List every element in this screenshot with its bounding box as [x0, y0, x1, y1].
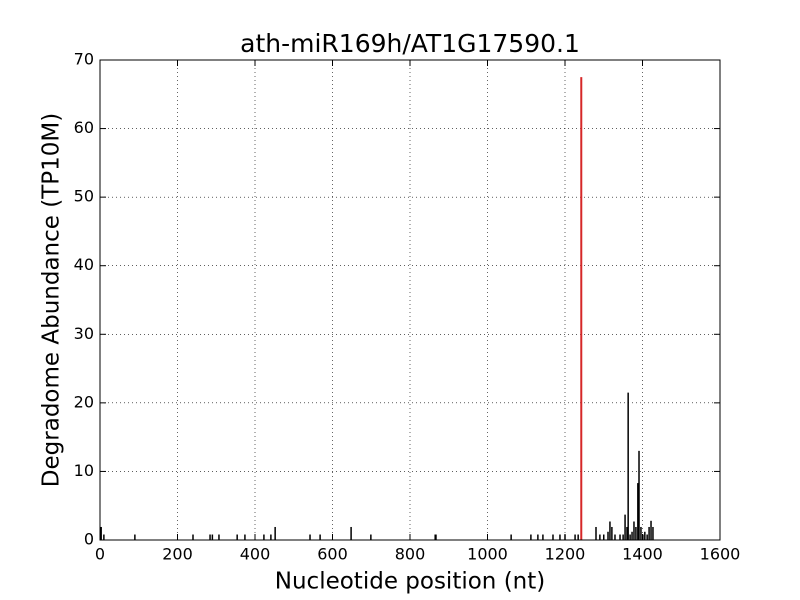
x-tick-label: 400 [240, 545, 271, 564]
x-tick-label: 0 [95, 545, 105, 564]
x-tick-label: 200 [162, 545, 193, 564]
x-tick-label: 800 [395, 545, 426, 564]
x-tick-label: 1000 [467, 545, 508, 564]
x-tick-label: 1600 [700, 545, 741, 564]
x-axis-label: Nucleotide position (nt) [275, 569, 545, 595]
y-tick-label: 50 [74, 187, 94, 206]
y-tick-label: 30 [74, 324, 94, 343]
x-tick-label: 600 [317, 545, 348, 564]
y-tick-label: 0 [84, 530, 94, 549]
y-tick-label: 20 [74, 392, 94, 411]
y-tick-label: 70 [74, 50, 94, 69]
y-tick-label: 10 [74, 461, 94, 480]
x-tick-label: 1200 [545, 545, 586, 564]
y-tick-label: 60 [74, 118, 94, 137]
x-tick-label: 1400 [622, 545, 663, 564]
y-tick-label: 40 [74, 255, 94, 274]
y-axis-label: Degradome Abundance (TP10M) [39, 113, 65, 487]
chart-title: ath-miR169h/AT1G17590.1 [240, 29, 580, 58]
plot-frame [99, 59, 721, 541]
